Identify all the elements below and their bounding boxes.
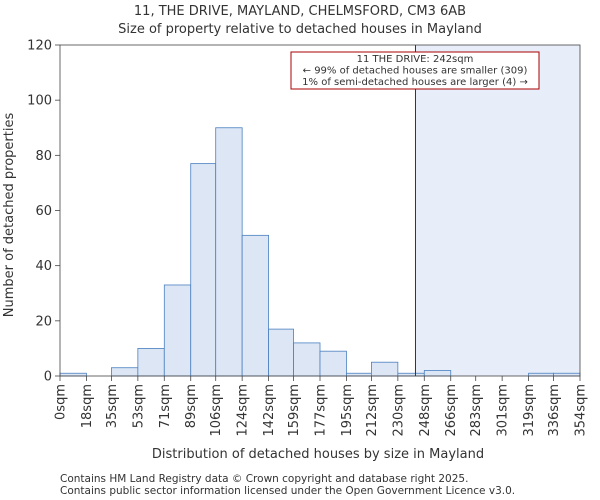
x-tick-label: 35sqm [105,384,120,428]
x-tick-label: 89sqm [184,384,199,428]
x-tick-label: 212sqm [365,384,380,437]
x-tick-label: 354sqm [574,384,589,437]
bar-142sqm [268,328,294,377]
y-axis: 0 20 40 60 80 100 120 [27,39,60,385]
annotation-line-3: 1% of semi-detached houses are larger (4… [302,77,528,88]
annotation-line-1: 11 THE DRIVE: 242sqm [357,54,474,65]
bars-group [59,127,581,377]
x-tick-label: 159sqm [287,384,302,437]
bar-35sqm [111,367,139,377]
bar-248sqm [423,370,452,377]
annotation-box: 11 THE DRIVE: 242sqm ← 99% of detached h… [290,51,540,90]
y-tick-label: 100 [27,94,52,109]
y-tick-label: 0 [44,370,52,385]
chart-subtitle: Size of property relative to detached ho… [118,22,482,37]
bar-336sqm [553,372,581,377]
x-tick-label: 336sqm [547,384,562,437]
bar-195sqm [346,372,372,377]
x-tick-label: 319sqm [522,384,537,437]
bar-319sqm [528,372,554,377]
y-axis-label: Number of detached properties [2,113,17,318]
bar-230sqm [397,372,425,377]
y-tick-label: 40 [35,259,52,274]
shaded-region [415,45,580,376]
x-tick-label: 0sqm [54,384,69,420]
chart-title: 11, THE DRIVE, MAYLAND, CHELMSFORD, CM3 … [134,4,466,19]
x-tick-label: 53sqm [131,384,146,428]
y-tick-label: 120 [27,39,52,54]
footer-line-2: Contains public sector information licen… [60,485,515,497]
x-tick-label: 124sqm [236,384,251,437]
bar-159sqm [293,342,321,377]
y-tick-label: 20 [35,314,52,329]
bar-106sqm [215,127,243,377]
x-tick-label: 230sqm [391,384,406,437]
x-tick-label: 266sqm [444,384,459,437]
bar-53sqm [137,348,165,377]
x-tick-label: 142sqm [262,384,277,437]
footer-line-1: Contains HM Land Registry data © Crown c… [60,473,468,485]
x-tick-label: 301sqm [496,384,511,437]
bar-71sqm [163,284,192,377]
x-tick-label: 195sqm [340,384,355,437]
y-tick-label: 80 [35,149,52,164]
plot-frame [59,44,581,377]
bar-212sqm [371,361,399,377]
y-tick-label: 60 [35,204,52,219]
x-tick-label: 18sqm [80,384,95,428]
x-tick-label: 283sqm [469,384,484,437]
x-tick-label: 71sqm [158,384,173,428]
annotation-line-2: ← 99% of detached houses are smaller (30… [303,66,528,77]
bar-177sqm [319,350,347,377]
bar-89sqm [190,163,217,377]
x-tick-label: 177sqm [314,384,329,437]
annotation-frame [290,51,540,90]
x-axis-label: Distribution of detached houses by size … [152,447,484,462]
x-tick-label: 248sqm [418,384,433,437]
x-tick-label: 106sqm [209,384,224,437]
bar-0sqm [59,372,87,377]
x-axis: 0sqm 18sqm 35sqm 53sqm 71sqm 89sqm 106sqm 124sq… [54,376,589,437]
bar-124sqm [241,234,269,377]
